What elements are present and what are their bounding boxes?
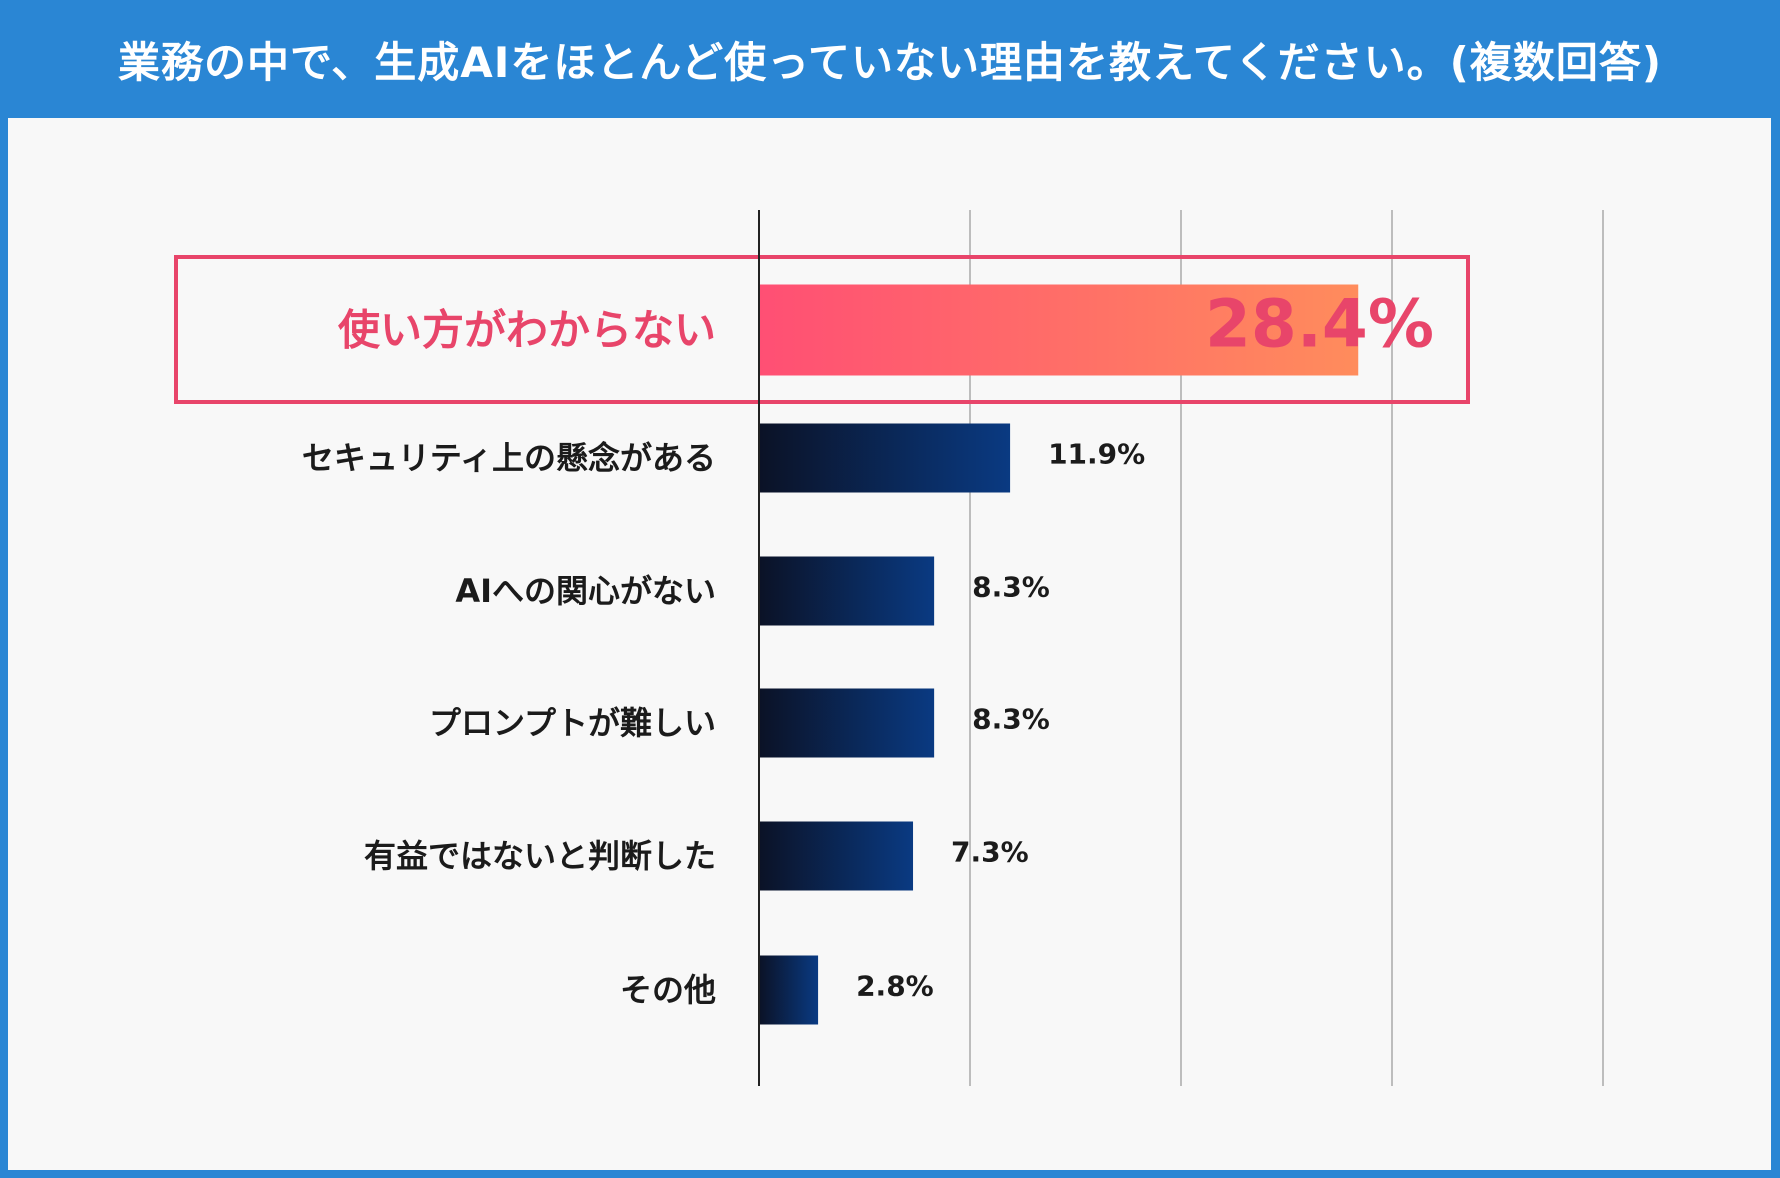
category-label: 使い方がわからない xyxy=(338,306,716,355)
bar-highlight xyxy=(759,284,1359,376)
labels: 使い方がわからない 28.4% セキュリティ上の懸念がある 11.9% AIへの関心がな… xyxy=(302,210,1434,1086)
category-label: AIへの関心がない xyxy=(455,572,716,610)
value-label: 8.3% xyxy=(972,703,1050,736)
value-label: 8.3% xyxy=(972,571,1050,604)
bar xyxy=(759,688,935,758)
category-label: プロンプトが難しい xyxy=(429,704,716,742)
value-label-highlight: 28.4% xyxy=(1205,286,1434,363)
value-label: 2.8% xyxy=(856,970,934,1003)
bar xyxy=(759,423,1011,493)
bar-chart: 使い方がわからない 28.4% セキュリティ上の懸念がある 11.9% AIへの関心がな… xyxy=(174,210,1604,1086)
highlight-frame xyxy=(174,255,1470,404)
bar xyxy=(759,955,819,1025)
category-label: その他 xyxy=(620,971,716,1009)
value-label: 7.3% xyxy=(951,836,1029,869)
bars xyxy=(759,284,1359,1025)
value-label: 11.9% xyxy=(1048,438,1145,471)
category-label: セキュリティ上の懸念がある xyxy=(302,439,716,477)
chart-title: 業務の中で、生成AIをほとんど使っていない理由を教えてください。(複数回答) xyxy=(117,37,1663,87)
bar xyxy=(759,821,914,891)
highlight-box-layer xyxy=(174,255,1470,404)
category-label: 有益ではないと判断した xyxy=(364,837,716,875)
title-bar: 業務の中で、生成AIをほとんど使っていない理由を教えてください。(複数回答) xyxy=(0,0,1780,118)
chart-panel: 使い方がわからない 28.4% セキュリティ上の懸念がある 11.9% AIへの関心がな… xyxy=(8,118,1771,1170)
bar xyxy=(759,556,935,626)
